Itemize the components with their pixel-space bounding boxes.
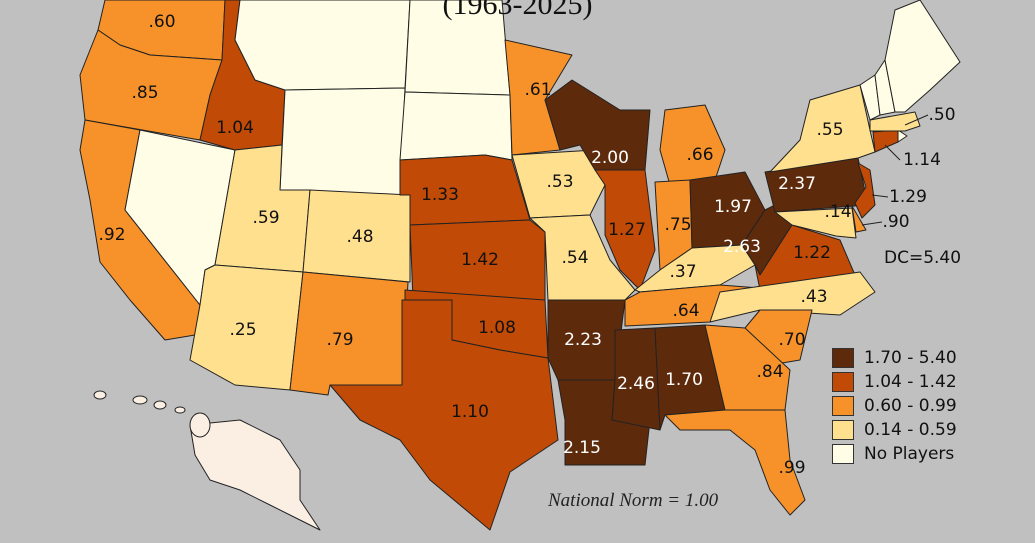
state-value-label-ne: 1.33	[421, 185, 459, 205]
state-ma	[869, 111, 921, 132]
legend-label: No Players	[864, 444, 955, 464]
state-sd	[399, 91, 513, 161]
state-value-label-ok: 1.08	[478, 318, 516, 338]
legend-label: 1.04 - 1.42	[864, 372, 957, 392]
leader-line	[871, 194, 889, 198]
state-value-label-va: 1.22	[793, 243, 831, 263]
state-co	[302, 189, 411, 283]
state-value-label-de: .90	[882, 212, 909, 232]
state-ny	[769, 84, 876, 173]
legend-swatch	[832, 444, 854, 464]
state-hi-island	[174, 406, 186, 414]
legend-item: 1.04 - 1.42	[832, 370, 957, 394]
national-norm-note: National Norm = 1.00	[548, 490, 719, 511]
state-value-label-ct: 1.14	[903, 150, 941, 170]
state-hi-island	[132, 395, 148, 405]
leader-line	[861, 221, 883, 226]
state-value-label-ar: 2.23	[564, 330, 602, 350]
state-fl	[664, 409, 806, 516]
state-value-label-ma: .50	[928, 105, 955, 125]
state-mo	[529, 214, 636, 301]
state-value-label-fl: .99	[778, 458, 805, 478]
legend-swatch	[832, 396, 854, 416]
state-value-label-nc: .43	[800, 287, 827, 307]
state-value-label-in: .75	[664, 215, 691, 235]
state-ak	[189, 419, 321, 531]
state-value-label-ca: .92	[98, 225, 125, 245]
leader-line	[904, 114, 929, 126]
state-value-label-az: .25	[229, 320, 256, 340]
state-il	[594, 169, 656, 291]
state-ne	[399, 154, 531, 226]
state-nj	[854, 162, 876, 219]
state-value-label-tn: .64	[672, 301, 699, 321]
legend-item: 1.70 - 5.40	[832, 346, 957, 370]
state-ks	[409, 219, 546, 301]
state-value-label-ia: .53	[546, 172, 573, 192]
state-value-label-nj: 1.29	[889, 187, 927, 207]
state-value-label-wv: 2.63	[723, 237, 761, 257]
state-value-label-wi: 2.00	[591, 148, 629, 168]
legend-swatch	[832, 420, 854, 440]
state-hi-island	[153, 400, 167, 410]
state-de	[851, 205, 867, 233]
state-value-label-nm: .79	[326, 330, 353, 350]
state-ia	[511, 149, 606, 219]
state-value-label-ut: .59	[252, 208, 279, 228]
legend-item: No Players	[832, 442, 957, 466]
state-value-label-mn: .61	[524, 80, 551, 100]
state-value-label-pa: 2.37	[778, 174, 816, 194]
state-value-label-oh: 1.97	[714, 197, 752, 217]
legend: 1.70 - 5.40 1.04 - 1.42 0.60 - 0.99 0.14…	[832, 346, 957, 466]
state-nc	[709, 271, 876, 323]
state-ct	[872, 129, 899, 153]
state-value-label-la: 2.15	[563, 438, 601, 458]
state-value-label-sc: .70	[778, 330, 805, 350]
state-wy	[279, 87, 406, 196]
state-value-label-ky: .37	[669, 262, 696, 282]
state-tx	[329, 299, 559, 531]
legend-swatch	[832, 372, 854, 392]
state-me	[884, 0, 961, 113]
legend-label: 0.60 - 0.99	[864, 396, 957, 416]
state-ri	[897, 129, 908, 143]
state-hi-island	[189, 412, 211, 438]
state-value-label-mo: .54	[561, 248, 588, 268]
legend-swatch	[832, 348, 854, 368]
state-value-label-wa: .60	[148, 12, 175, 32]
state-value-label-id: 1.04	[216, 118, 254, 138]
state-value-label-ny: .55	[816, 120, 843, 140]
state-value-label-md: .14	[824, 202, 851, 222]
state-md	[774, 207, 857, 239]
legend-item: 0.14 - 0.59	[832, 418, 957, 442]
dc-value-note: DC=5.40	[884, 248, 962, 268]
legend-item: 0.60 - 0.99	[832, 394, 957, 418]
map-title: (1963-2025)	[442, 0, 593, 21]
leader-line	[884, 144, 901, 161]
legend-label: 0.14 - 0.59	[864, 420, 957, 440]
state-value-label-mi: .66	[686, 145, 713, 165]
state-value-label-or: .85	[131, 83, 158, 103]
state-value-label-al: 1.70	[665, 370, 703, 390]
state-value-label-co: .48	[346, 227, 373, 247]
state-value-label-il: 1.27	[608, 220, 646, 240]
state-value-label-tx: 1.10	[451, 402, 489, 422]
state-hi-island	[93, 390, 107, 400]
state-ga	[704, 324, 791, 411]
state-value-label-ms: 2.46	[617, 374, 655, 394]
state-value-label-ga: .84	[756, 362, 783, 382]
legend-label: 1.70 - 5.40	[864, 348, 957, 368]
state-ms	[611, 327, 661, 431]
state-value-label-ks: 1.42	[461, 250, 499, 270]
